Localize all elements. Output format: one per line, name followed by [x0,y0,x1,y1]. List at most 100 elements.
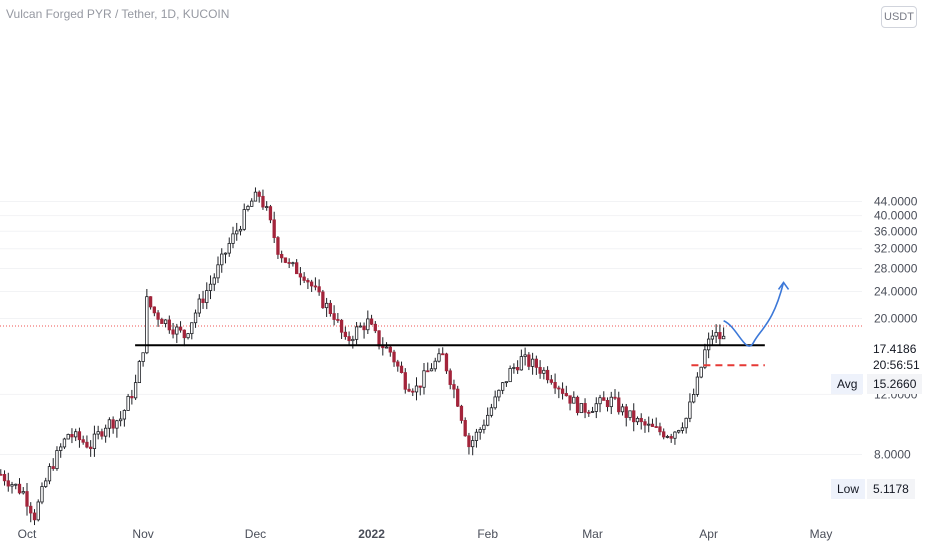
candle-body [662,431,666,438]
candle-body [478,429,482,433]
candle-body [721,335,726,340]
candle-body [459,405,464,421]
candle-body [497,389,501,398]
candle-body [205,290,209,304]
candle-body [647,423,651,426]
candle-body [0,473,3,476]
candle-body [193,312,198,324]
candle-body [130,395,134,399]
candle-body [343,331,347,337]
candle-body [351,338,355,342]
candle-body [36,501,40,521]
candle-body [317,286,321,293]
candle-body [175,326,179,335]
time-axis-label: Nov [132,527,153,541]
candle-body [160,318,164,324]
candle-body [583,403,587,413]
candle-body [208,283,213,291]
candle-body [186,333,190,339]
candle-body [418,385,422,388]
candle-body [51,466,55,469]
candle-body [613,396,617,399]
candle-body [156,312,160,320]
time-axis-label: Apr [699,527,718,541]
candle-body [564,393,568,397]
candle-body [145,296,149,354]
candle-body [10,484,14,487]
candle-body [107,419,112,429]
candle-body [617,397,621,413]
candle-body [620,406,625,413]
candle-body [635,417,640,423]
candle-body [628,410,632,418]
candle-body [295,262,299,275]
candle-body [534,358,539,368]
candle-body [287,262,291,264]
candle-body [2,474,7,482]
candle-body [238,228,243,232]
price-axis-label: 8.0000 [874,448,911,462]
candle-body [602,397,606,401]
chart-title: Vulcan Forged PYR / Tether, 1D, KUCOIN [6,7,230,21]
candle-body [220,253,224,266]
candle-body [444,353,449,372]
candle-body [265,206,269,209]
candle-body [216,264,220,279]
time-axis-label: Oct [18,527,37,541]
candle-body [190,322,194,335]
candle-body [74,431,78,438]
candle-body [178,326,183,331]
candle-body [482,424,486,430]
price-axis-label: 36.0000 [874,224,918,238]
candle-body [14,483,18,486]
candle-body [257,191,261,197]
candle-body [227,243,231,254]
avg-value: 15.2660 [867,374,923,394]
candle-body [703,349,707,368]
currency-button[interactable]: USDT [881,6,917,28]
time-axis-label: Feb [477,527,498,541]
candle-body [396,361,400,367]
candle-body [560,388,565,394]
candle-body [501,382,505,391]
candle-body [605,399,610,408]
candle-body [474,431,479,441]
candle-body [639,417,643,423]
candle-body [133,382,138,399]
candle-body [276,237,280,255]
candle-body [486,414,490,426]
candle-body [137,361,142,384]
candle-body [654,426,658,428]
candle-body [366,318,370,331]
candle-body [508,368,512,383]
candle-body [669,436,673,439]
candle-body [59,446,63,451]
price-axis-label: 20.0000 [874,312,918,326]
time-axis-label: 2022 [358,527,385,541]
candle-body [47,466,52,482]
price-axis-label: 32.0000 [874,242,918,256]
candle-body [714,332,718,337]
candle-body [44,480,48,487]
candle-body [141,352,145,362]
candle-body [339,319,344,333]
candle-body [6,480,10,487]
candle-body [572,396,576,404]
candle-body [332,313,336,320]
candle-body [92,433,97,450]
candle-body [377,330,381,347]
candle-body [463,420,467,437]
candle-body [32,512,37,521]
candle-body [100,431,104,437]
candle-body [373,323,377,332]
candle-body [677,430,681,433]
projection-arrowhead [777,281,790,290]
candle-body [298,273,303,278]
candle-body [321,291,325,309]
candle-body [579,403,583,414]
candle-body [309,281,314,287]
candle-body [493,396,497,409]
projection-curve [723,282,785,347]
price-axis-label: 40.0000 [874,209,918,223]
